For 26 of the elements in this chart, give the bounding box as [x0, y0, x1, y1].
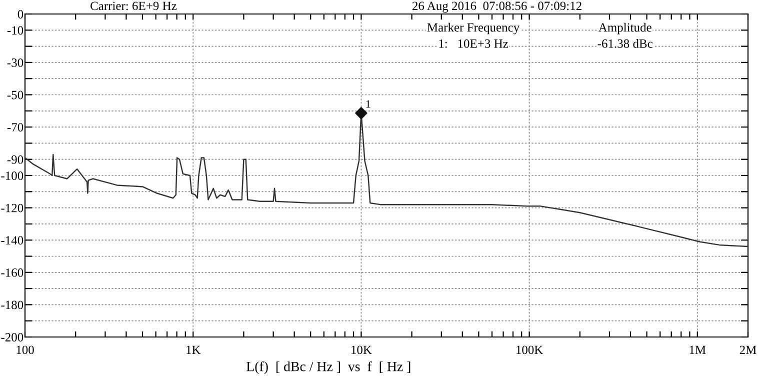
y-tick-label: -140: [1, 236, 24, 245]
chart-subtitle: 26 Aug 2016 07:08:56 - 07:09:12: [412, 2, 582, 13]
y-tick-label: -30: [7, 58, 24, 67]
chart-title: Carrier: 6E+9 Hz: [90, 2, 177, 10]
x-axis-title: L(f) [ dBc / Hz ] vs f [ Hz ]: [246, 361, 410, 374]
y-tick-label: -100: [1, 172, 24, 180]
y-tick-label: -70: [7, 123, 24, 132]
annotation: 1: [366, 100, 370, 108]
y-tick-label: -120: [1, 204, 24, 212]
annotation: 1: 10E+3 Hz: [439, 39, 508, 48]
annotation: Marker Frequency: [427, 22, 520, 34]
y-tick-label: -180: [1, 300, 24, 310]
y-tick-label: -10: [7, 26, 24, 35]
x-tick-label: 2M: [740, 346, 756, 354]
x-tick-label: 1K: [186, 346, 201, 354]
y-tick-label: -50: [7, 90, 24, 100]
x-tick-label: 1M: [690, 346, 706, 354]
y-tick-label: -200: [1, 333, 24, 342]
y-tick-label: 0: [18, 10, 24, 18]
y-tick-label: -90: [7, 155, 24, 164]
x-tick-label: 100: [16, 346, 34, 354]
y-tick-label: -160: [1, 268, 24, 277]
annotation: -61.38 dBc: [598, 39, 652, 48]
annotation: Amplitude: [598, 22, 652, 34]
x-tick-label: 10K: [352, 346, 372, 354]
x-tick-label: 100K: [516, 346, 544, 354]
